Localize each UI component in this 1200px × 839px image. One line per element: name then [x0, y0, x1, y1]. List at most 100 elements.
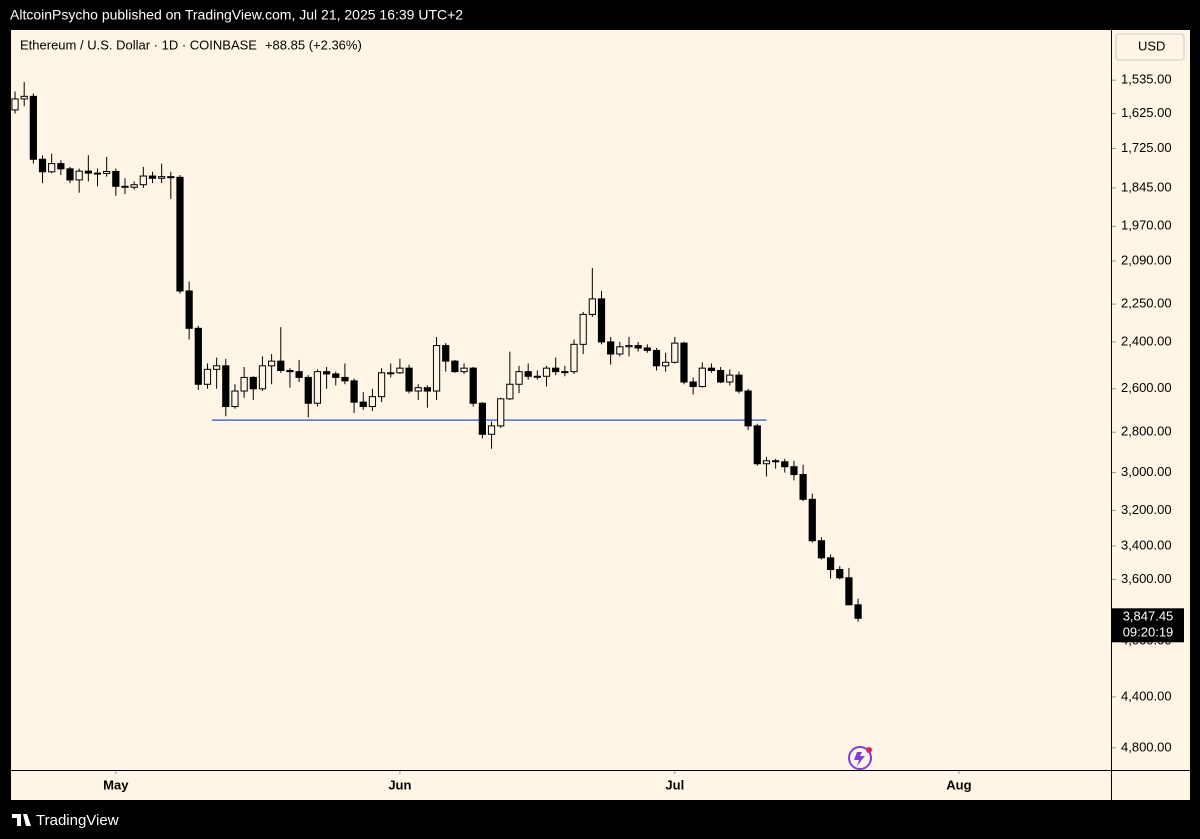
y-tick-label: 2,600.00: [1121, 380, 1172, 395]
candle-body: [240, 376, 248, 392]
candle-body: [460, 367, 468, 373]
y-tick-label: 1,625.00: [1121, 105, 1172, 120]
candle-body: [432, 345, 441, 392]
brand: TradingView: [36, 812, 119, 829]
candle-body: [405, 367, 413, 392]
chart-title: Ethereum / U.S. Dollar · 1D · COINBASE: [20, 37, 257, 52]
price-change: +88.85 (+2.36%): [265, 37, 362, 52]
x-tick-label: Jul: [665, 777, 684, 792]
y-tick-label: 2,250.00: [1121, 296, 1172, 311]
candle-body: [469, 367, 477, 404]
x-tick-label: Aug: [946, 777, 971, 792]
last-price-box: [1112, 608, 1184, 643]
y-tick-label: 1,970.00: [1121, 218, 1172, 233]
candle-body: [552, 367, 560, 373]
candle-body: [112, 170, 120, 187]
candle-body: [130, 184, 138, 188]
candle-body: [194, 327, 202, 385]
candle-body: [524, 371, 532, 377]
candle-body: [643, 347, 651, 351]
candle-body: [414, 387, 422, 392]
candle-body: [304, 376, 312, 404]
axis-corner: [1112, 771, 1190, 800]
candle-body: [689, 381, 697, 388]
logo[interactable]: TradingView: [12, 812, 119, 829]
candle-body: [75, 170, 83, 181]
candle-body: [423, 387, 432, 392]
candle-body: [313, 371, 322, 404]
publish-header: AltcoinPsycho published on TradingView.c…: [10, 7, 463, 23]
candle-body: [332, 373, 340, 378]
candle-body: [533, 375, 541, 378]
candle-body: [267, 360, 276, 367]
candle-body: [515, 371, 523, 385]
currency: USD: [1138, 38, 1165, 53]
candle-body: [478, 402, 486, 435]
candle-body: [671, 342, 679, 363]
candle-body: [176, 176, 184, 292]
candle-body: [341, 376, 349, 382]
candle-body: [799, 474, 807, 500]
candle-body: [781, 461, 789, 468]
candle-body: [158, 176, 166, 179]
y-tick-label: 4,400.00: [1121, 688, 1172, 703]
candle-body: [213, 365, 221, 370]
candle-body: [790, 466, 798, 476]
price-axis: [1112, 30, 1190, 770]
candle-body: [249, 376, 257, 390]
candle-body: [625, 345, 633, 348]
candle-body: [396, 367, 404, 374]
countdown: 09:20:19: [1123, 625, 1174, 640]
plot-area: [11, 30, 1111, 770]
currency-box[interactable]: [1115, 33, 1185, 61]
candle-body: [680, 342, 688, 383]
candle-body: [29, 95, 37, 160]
y-tick-label: 2,800.00: [1121, 424, 1172, 439]
candle-body: [93, 172, 102, 175]
legend: Ethereum / U.S. Dollar · 1D · COINBASE +…: [20, 37, 362, 52]
x-tick-label: Jun: [388, 777, 411, 792]
y-tick-label: 3,200.00: [1121, 502, 1172, 517]
candle-body: [762, 460, 771, 465]
candle-body: [826, 557, 835, 571]
candle-body: [231, 390, 239, 408]
candle-body: [854, 604, 862, 619]
candle-body: [368, 396, 377, 408]
candle-body: [634, 345, 642, 349]
candle-body: [662, 361, 670, 367]
candle-body: [698, 367, 706, 388]
candle-body: [277, 360, 285, 371]
candle-body: [20, 95, 28, 100]
y-tick-label: 3,600.00: [1121, 571, 1172, 586]
y-tick-label: 3,000.00: [1121, 464, 1172, 479]
assistant-icon[interactable]: [848, 746, 872, 770]
candle-body: [771, 460, 780, 463]
candle-body: [57, 163, 65, 170]
candle-body: [286, 369, 294, 373]
time-axis: [11, 771, 1111, 800]
candle-body: [570, 343, 578, 373]
candle-body: [652, 349, 661, 367]
candle-body: [103, 170, 111, 174]
candle-body: [442, 345, 450, 362]
y-tick-label: 1,845.00: [1121, 179, 1172, 194]
candle-body: [808, 498, 816, 542]
candle-body: [451, 360, 459, 373]
candle-body: [497, 398, 505, 427]
candle-body: [359, 401, 367, 408]
candle-body: [579, 313, 587, 345]
candle-body: [506, 383, 514, 400]
candle-body: [707, 367, 716, 371]
candle-body: [735, 374, 743, 392]
candle-body: [258, 365, 267, 390]
candle-body: [222, 365, 230, 408]
candle-body: [121, 185, 129, 188]
candle-body: [561, 371, 569, 374]
candle-body: [11, 98, 19, 111]
y-tick-label: 3,400.00: [1121, 537, 1172, 552]
candle-body: [84, 170, 92, 174]
candle-body: [38, 158, 47, 173]
candle-body: [607, 341, 615, 355]
y-tick-label: 1,535.00: [1121, 72, 1172, 87]
